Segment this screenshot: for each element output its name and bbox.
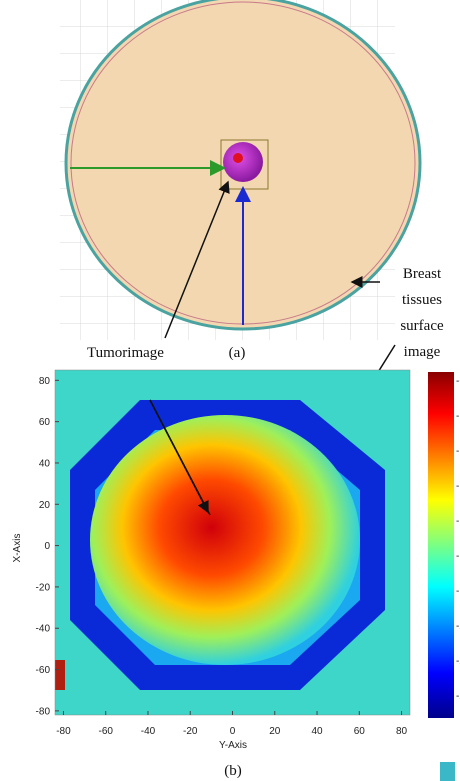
y-tick-label: 40 [39, 458, 51, 469]
heatmap-core [90, 415, 360, 665]
x-tick-label: 0 [230, 726, 236, 737]
y-tick-label: -80 [36, 706, 51, 717]
tumor-arrow [149, 399, 209, 514]
panel-a: Tumorimage (a) Breast tissues surface image [60, 0, 444, 387]
x-tick-label: 20 [269, 726, 281, 737]
x-tick-label: 40 [311, 726, 323, 737]
x-tick-label: -60 [98, 726, 113, 737]
colorbar-label: -2 [456, 621, 460, 632]
x-tick-label: -20 [183, 726, 198, 737]
surface-label-line: image [404, 344, 441, 360]
y-axis-label: X-Axis [12, 534, 23, 563]
colorbar-label: -1 [456, 586, 460, 597]
colorbar-label: -2 [456, 656, 460, 667]
y-tick-label: 60 [39, 417, 51, 428]
surface-label-line: Breast [403, 266, 442, 282]
colorbar [428, 372, 454, 718]
surface-label: Breast tissues surface image [400, 266, 444, 360]
surface-label-line: tissues [402, 292, 442, 308]
x-tick-label: 80 [396, 726, 408, 737]
x-tick-label: 60 [354, 726, 366, 737]
tumor-label: Tumorimage [87, 345, 164, 361]
y-tick-label: 20 [39, 500, 51, 511]
colorbar-label: -6 [456, 376, 460, 387]
y-tick-label: 80 [39, 376, 51, 387]
heatmap [55, 370, 410, 715]
colorbar-label: -1 [456, 411, 460, 422]
colorbar-label: -1 [456, 481, 460, 492]
colorbar-label: -1 [456, 551, 460, 562]
x-tick-label: -40 [141, 726, 156, 737]
heatmap-corner [55, 660, 65, 690]
caption: (a) [229, 345, 246, 361]
tumor [223, 142, 263, 182]
panel-b: X-Axis Y-Axis (b) [12, 369, 455, 781]
colorbar-label: -1 [456, 446, 460, 457]
x-axis-label: Y-Axis [219, 740, 247, 751]
colorbar-label: -1 [456, 516, 460, 527]
tumor-arrow [164, 180, 230, 339]
caption: (b) [224, 763, 242, 779]
y-tick-label: -60 [36, 665, 51, 676]
tumor-core [233, 153, 243, 163]
x-tick-label: -80 [56, 726, 71, 737]
y-tick-label: -40 [36, 624, 51, 635]
surface-label-line: surface [400, 318, 444, 334]
y-tick-label: 0 [44, 541, 50, 552]
corner-mark [440, 762, 455, 781]
colorbar-label: -2 [456, 691, 460, 702]
y-tick-label: -20 [36, 582, 51, 593]
